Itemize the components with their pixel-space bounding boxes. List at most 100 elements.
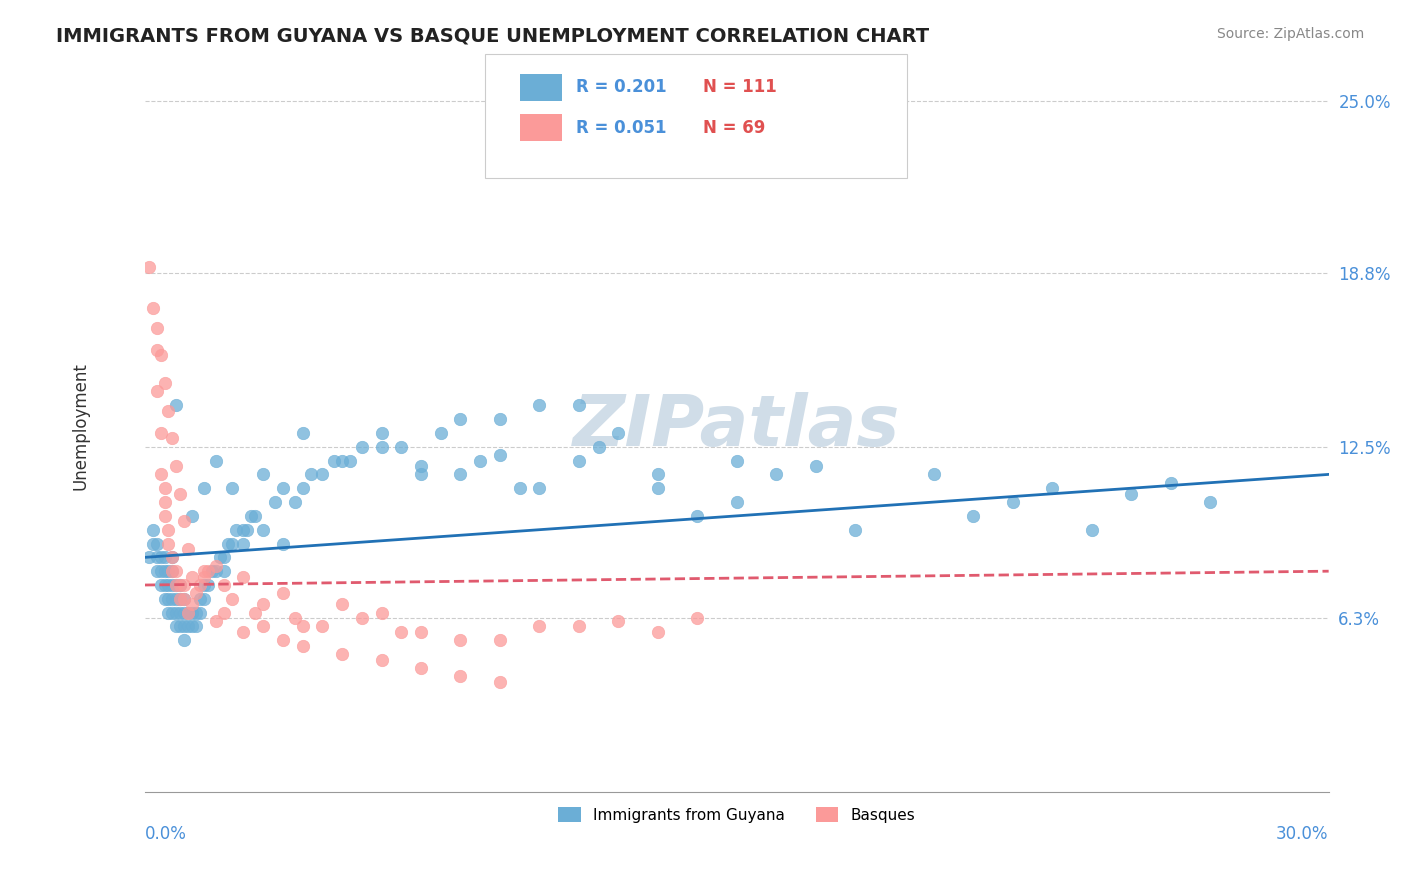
Text: ZIPatlas: ZIPatlas	[574, 392, 900, 460]
Point	[311, 467, 333, 482]
Point	[188, 591, 211, 606]
Point	[271, 481, 294, 495]
Point	[193, 591, 215, 606]
Point	[165, 578, 187, 592]
Point	[509, 481, 531, 495]
Point	[271, 633, 294, 648]
Point	[350, 440, 373, 454]
Point	[450, 412, 472, 426]
Point	[529, 619, 551, 633]
Point	[225, 523, 247, 537]
Point	[173, 619, 195, 633]
Point	[221, 536, 243, 550]
Point	[240, 508, 263, 523]
Point	[153, 550, 176, 565]
Point	[162, 550, 184, 565]
Point	[217, 536, 239, 550]
Point	[142, 301, 165, 316]
Point	[1042, 481, 1064, 495]
Point	[588, 440, 610, 454]
Point	[173, 591, 195, 606]
Text: N = 111: N = 111	[703, 78, 776, 96]
Point	[173, 633, 195, 648]
Point	[389, 440, 412, 454]
Point	[153, 564, 176, 578]
Point	[409, 459, 432, 474]
Point	[162, 606, 184, 620]
Point	[162, 564, 184, 578]
Point	[236, 523, 259, 537]
Point	[323, 453, 346, 467]
Point	[145, 384, 167, 399]
Point	[647, 481, 669, 495]
Point	[450, 467, 472, 482]
Point	[165, 619, 187, 633]
Point	[686, 611, 709, 625]
Point	[252, 619, 274, 633]
Point	[232, 536, 254, 550]
Point	[725, 453, 748, 467]
Point	[804, 459, 827, 474]
Point	[686, 508, 709, 523]
Point	[725, 495, 748, 509]
Point	[169, 578, 191, 592]
Point	[181, 508, 204, 523]
Point	[212, 578, 235, 592]
Point	[284, 611, 307, 625]
Point	[165, 606, 187, 620]
Point	[153, 481, 176, 495]
Point	[245, 606, 267, 620]
Point	[291, 481, 314, 495]
Point	[138, 260, 160, 274]
Point	[330, 598, 353, 612]
Point	[1199, 495, 1222, 509]
Point	[271, 536, 294, 550]
Point	[188, 578, 211, 592]
Point	[1081, 523, 1104, 537]
Text: R = 0.201: R = 0.201	[576, 78, 666, 96]
Point	[208, 550, 231, 565]
Point	[157, 536, 180, 550]
Point	[173, 515, 195, 529]
Point	[765, 467, 787, 482]
Point	[142, 523, 165, 537]
Point	[299, 467, 322, 482]
Point	[450, 669, 472, 683]
Point	[162, 432, 184, 446]
Point	[162, 550, 184, 565]
Point	[1001, 495, 1024, 509]
Point	[284, 495, 307, 509]
Point	[153, 376, 176, 391]
Point	[162, 564, 184, 578]
Point	[169, 591, 191, 606]
Y-axis label: Unemployment: Unemployment	[72, 362, 89, 490]
Point	[529, 398, 551, 412]
Point	[169, 606, 191, 620]
Point	[157, 606, 180, 620]
Point	[173, 606, 195, 620]
Text: 30.0%: 30.0%	[1277, 825, 1329, 844]
Point	[169, 619, 191, 633]
Point	[647, 467, 669, 482]
Point	[370, 606, 392, 620]
Point	[221, 481, 243, 495]
Point	[149, 425, 172, 440]
Point	[370, 653, 392, 667]
Point	[844, 523, 866, 537]
Point	[205, 453, 228, 467]
Point	[350, 611, 373, 625]
Point	[157, 523, 180, 537]
Point	[205, 614, 228, 628]
Point	[181, 606, 204, 620]
Point	[264, 495, 287, 509]
Point	[149, 550, 172, 565]
Text: Source: ZipAtlas.com: Source: ZipAtlas.com	[1216, 27, 1364, 41]
Point	[184, 606, 207, 620]
Point	[181, 598, 204, 612]
Point	[271, 586, 294, 600]
Point	[145, 550, 167, 565]
Point	[149, 349, 172, 363]
Point	[568, 453, 591, 467]
Point	[165, 564, 187, 578]
Point	[197, 564, 219, 578]
